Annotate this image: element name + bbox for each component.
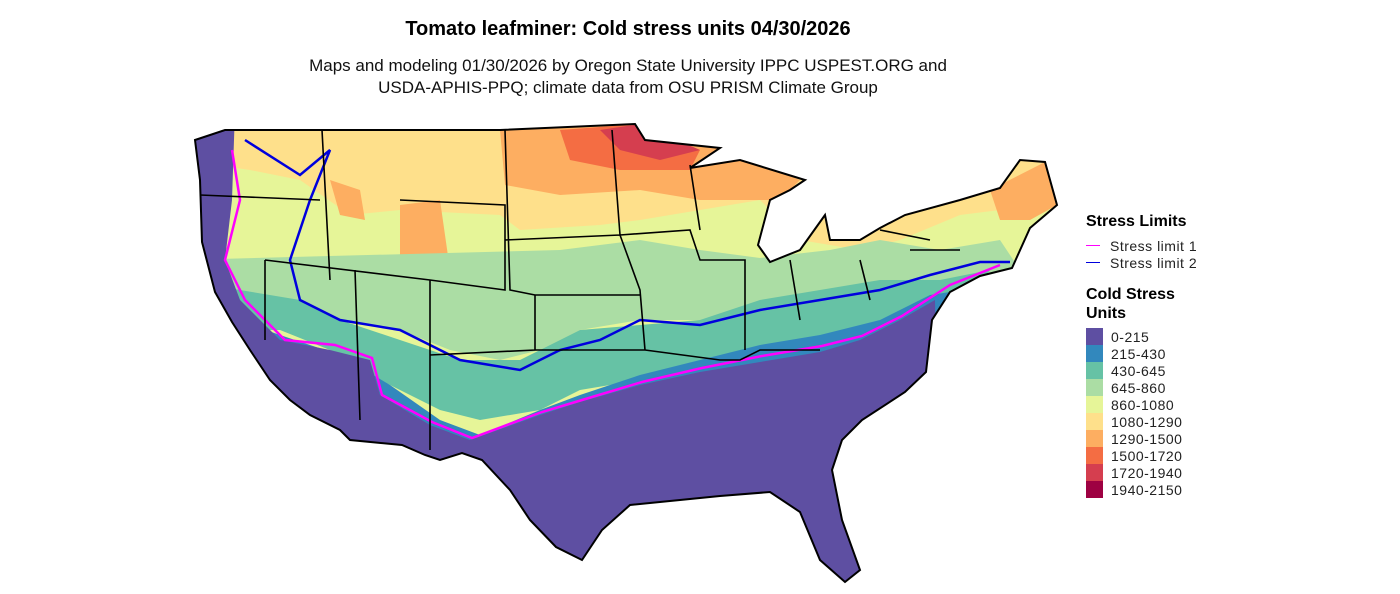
band-maine: [990, 162, 1057, 220]
csu-legend-label: 1940-2150: [1111, 481, 1183, 498]
stress-limit-2-line: [244, 138, 1010, 372]
csu-legend-label: 645-860: [1111, 379, 1166, 396]
csu-legend-item: 645-860: [1086, 379, 1197, 396]
csu-legend-label: 1500-1720: [1111, 447, 1183, 464]
stress-lines: [223, 138, 1010, 440]
csu-legend-swatch: [1086, 481, 1103, 498]
csu-legend-label: 1290-1500: [1111, 430, 1183, 447]
csu-legend-swatch: [1086, 396, 1103, 413]
csu-legend-swatch: [1086, 464, 1103, 481]
stress-legend-label: Stress limit 1: [1110, 237, 1198, 254]
map-subtitle: Maps and modeling 01/30/2026 by Oregon S…: [0, 55, 1256, 99]
csu-legend-label: 1080-1290: [1111, 413, 1183, 430]
csu-legend-item: 0-215: [1086, 328, 1197, 345]
stress-legend-item: Stress limit 1: [1086, 237, 1197, 254]
csu-legend-label: 860-1080: [1111, 396, 1175, 413]
csu-legend-swatch: [1086, 345, 1103, 362]
csu-legend-swatch: [1086, 362, 1103, 379]
stress-limit-1-swatch: [1086, 244, 1100, 247]
csu-legend-item: 1080-1290: [1086, 413, 1197, 430]
stress-legend-item: Stress limit 2: [1086, 254, 1197, 271]
stress-limit-2-swatch: [1086, 261, 1100, 264]
csu-legend-swatch: [1086, 430, 1103, 447]
subtitle-line-1: Maps and modeling 01/30/2026 by Oregon S…: [309, 56, 947, 75]
csu-legend-item: 860-1080: [1086, 396, 1197, 413]
map-title: Tomato leafminer: Cold stress units 04/3…: [405, 18, 851, 40]
csu-raster: [195, 124, 1057, 582]
csu-legend-label: 0-215: [1111, 328, 1150, 345]
stress-legend-label: Stress limit 2: [1110, 254, 1198, 271]
band-1720-1940: [600, 124, 700, 160]
csu-legend-title: Cold Stress Units: [1086, 285, 1197, 323]
csu-legend-swatch: [1086, 447, 1103, 464]
subtitle-line-2: USDA-APHIS-PPQ; climate data from OSU PR…: [378, 78, 878, 97]
csu-legend-swatch: [1086, 379, 1103, 396]
csu-legend-item: 1720-1940: [1086, 464, 1197, 481]
csu-legend-label: 1720-1940: [1111, 464, 1183, 481]
csu-legend-swatch: [1086, 328, 1103, 345]
csu-legend-label: 215-430: [1111, 345, 1166, 362]
csu-legend-items: 0-215 215-430 430-645 645-860 860-1080 1080-1…: [1086, 328, 1197, 498]
csu-legend-item: 1940-2150: [1086, 481, 1197, 498]
state-borders: [199, 129, 960, 450]
csu-legend-title-line-2: Units: [1086, 305, 1126, 322]
csu-legend-item: 1290-1500: [1086, 430, 1197, 447]
csu-legend-swatch: [1086, 413, 1103, 430]
stress-limit-1-line: [223, 149, 1001, 440]
csu-legend-label: 430-645: [1111, 362, 1166, 379]
csu-legend-item: 430-645: [1086, 362, 1197, 379]
csu-legend-title-line-1: Cold Stress: [1086, 286, 1175, 303]
legend: Stress Limits Stress limit 1 Stress limi…: [1086, 212, 1197, 498]
csu-legend-item: 1500-1720: [1086, 447, 1197, 464]
csu-legend-item: 215-430: [1086, 345, 1197, 362]
stress-legend-title: Stress Limits: [1086, 213, 1187, 230]
